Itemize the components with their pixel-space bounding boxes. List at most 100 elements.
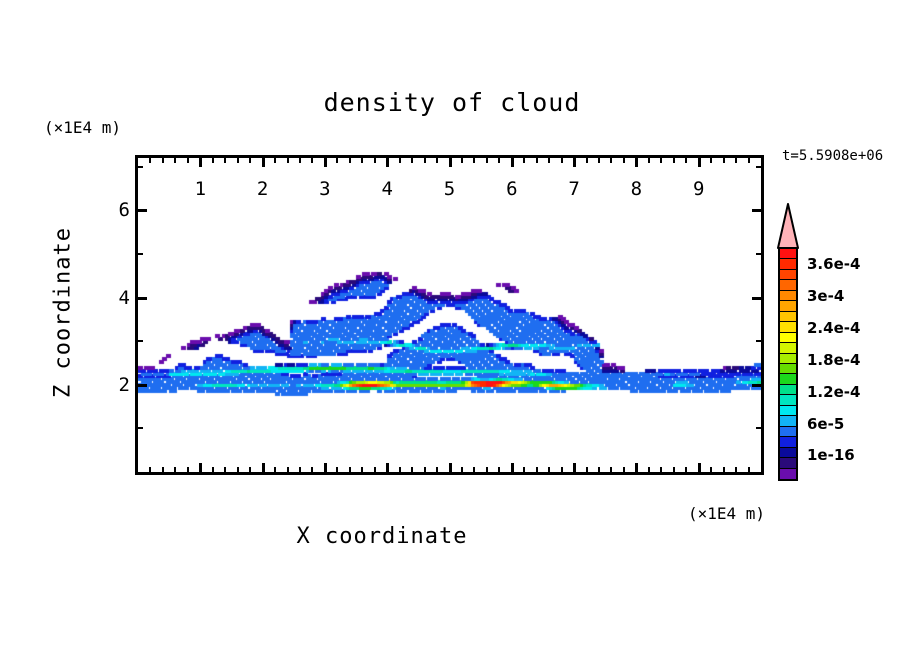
x-tick-top-minor — [174, 157, 177, 163]
x-tick-minor — [361, 467, 364, 473]
colorbar-tick-label: 1.8e-4 — [807, 350, 861, 369]
density-heatmap — [138, 158, 761, 472]
colorbar-band — [780, 290, 796, 302]
x-tick-top-minor — [298, 157, 301, 163]
y-tick-right-minor — [756, 165, 762, 168]
colorbar-band — [780, 405, 796, 417]
x-tick-top-major — [573, 157, 577, 167]
x-tick-minor — [598, 467, 601, 473]
plot-area[interactable]: 1 2 3 4 5 6 7 8 9 2 4 6 — [119, 155, 764, 475]
colorbar-band — [780, 353, 796, 364]
x-axis-unit-label: (×1E4 m) — [688, 504, 766, 523]
x-tick-minor — [311, 467, 314, 473]
colorbar-tick-label: 2.4e-4 — [807, 318, 861, 337]
x-tick-minor — [298, 467, 301, 473]
y-tick-minor — [137, 252, 143, 255]
colorbar-band — [780, 332, 796, 344]
x-tick-major — [323, 463, 327, 473]
x-tick-label: 8 — [630, 178, 643, 200]
x-tick-top-minor — [236, 157, 239, 163]
x-tick-major — [510, 463, 514, 473]
x-tick-top-minor — [498, 157, 501, 163]
colorbar-band — [780, 301, 796, 312]
y-tick-label: 6 — [118, 199, 130, 222]
colorbar-band — [780, 259, 796, 270]
colorbar-band — [780, 343, 796, 354]
x-tick-top-minor — [361, 157, 364, 163]
colorbar-tick-label: 3e-4 — [807, 286, 845, 305]
colorbar-band — [780, 416, 796, 427]
x-tick-minor — [548, 467, 551, 473]
x-tick-top-minor — [523, 157, 526, 163]
x-tick-minor — [373, 467, 376, 473]
x-tick-top-minor — [548, 157, 551, 163]
colorbar[interactable]: 3.6e-4 3e-4 2.4e-4 1.8e-4 1.2e-4 6e-5 1e-16 — [777, 203, 860, 481]
colorbar-band — [780, 437, 796, 448]
x-tick-top-minor — [710, 157, 713, 163]
x-tick-top-minor — [311, 157, 314, 163]
colorbar-band — [780, 311, 796, 323]
colorbar-band — [780, 322, 796, 333]
x-tick-label: 9 — [692, 178, 705, 200]
colorbar-band — [780, 395, 796, 406]
x-tick-minor — [622, 467, 625, 473]
colorbar-band — [780, 384, 796, 396]
colorbar-band — [780, 458, 796, 469]
colorbar-tick-label: 3.6e-4 — [807, 255, 861, 274]
y-tick-minor — [137, 340, 143, 343]
x-tick-top-major — [386, 157, 390, 167]
x-tick-minor — [398, 467, 401, 473]
x-tick-top-minor — [211, 157, 214, 163]
colorbar-band — [780, 374, 796, 385]
x-tick-minor — [735, 467, 738, 473]
x-tick-top-minor — [560, 157, 563, 163]
x-tick-minor — [174, 467, 177, 473]
x-tick-top-major — [635, 157, 639, 167]
x-tick-top-major — [510, 157, 514, 167]
y-axis-title: Z coordinate — [50, 227, 76, 398]
x-tick-major — [635, 463, 639, 473]
x-tick-label: 1 — [194, 178, 207, 200]
x-tick-top-major — [199, 157, 203, 167]
colorbar-band — [780, 468, 796, 479]
x-tick-label: 2 — [256, 178, 269, 200]
x-tick-minor — [249, 467, 252, 473]
x-tick-top-minor — [286, 157, 289, 163]
x-tick-minor — [161, 467, 164, 473]
x-tick-minor — [535, 467, 538, 473]
x-tick-minor — [685, 467, 688, 473]
colorbar-tick-label: 6e-5 — [807, 414, 845, 433]
x-tick-top-minor — [373, 157, 376, 163]
y-axis-unit-label: (×1E4 m) — [44, 118, 122, 137]
x-tick-top-minor — [647, 157, 650, 163]
colorbar-band — [780, 447, 796, 459]
x-tick-minor — [660, 467, 663, 473]
x-tick-minor — [411, 467, 414, 473]
x-tick-minor — [672, 467, 675, 473]
x-tick-top-minor — [398, 157, 401, 163]
x-tick-minor — [224, 467, 227, 473]
y-tick-major — [137, 296, 147, 300]
x-tick-minor — [436, 467, 439, 473]
x-tick-top-minor — [747, 157, 750, 163]
x-tick-minor — [560, 467, 563, 473]
y-tick-right-major — [752, 383, 762, 387]
colorbar-band — [780, 280, 796, 291]
x-tick-top-minor — [348, 157, 351, 163]
x-tick-top-major — [323, 157, 327, 167]
y-tick-right-minor — [756, 252, 762, 255]
colorbar-band — [780, 269, 796, 281]
colorbar-bands — [778, 247, 798, 481]
colorbar-tick-label: 1e-16 — [807, 446, 855, 465]
y-tick-label: 4 — [118, 286, 130, 309]
y-tick-right-major — [752, 209, 762, 213]
y-tick-major — [137, 209, 147, 213]
x-tick-top-minor — [336, 157, 339, 163]
page-title: density of cloud — [323, 88, 581, 117]
y-tick-label: 2 — [118, 373, 130, 396]
x-tick-top-minor — [485, 157, 488, 163]
x-tick-minor — [286, 467, 289, 473]
x-tick-minor — [585, 467, 588, 473]
x-tick-minor — [336, 467, 339, 473]
x-tick-label: 5 — [443, 178, 456, 200]
